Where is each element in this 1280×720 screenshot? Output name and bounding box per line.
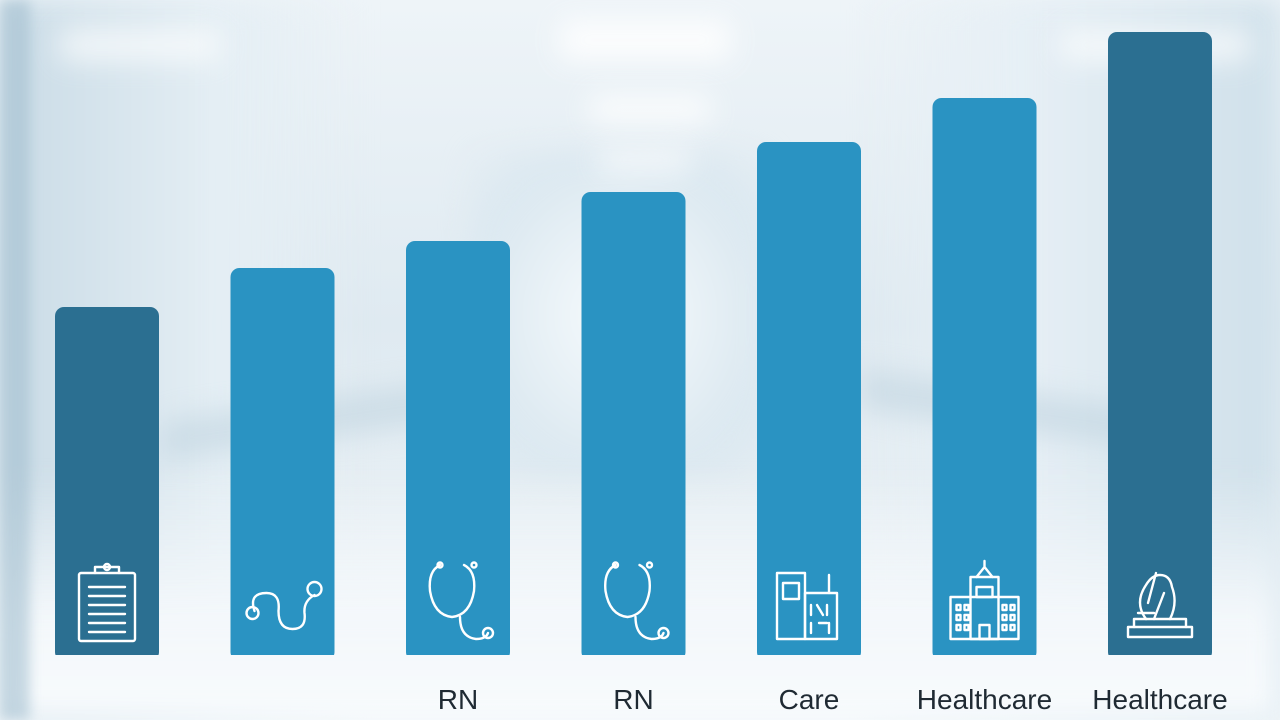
stethoscope-icon [245, 580, 323, 631]
category-label: Healthcare [1092, 684, 1227, 715]
bar [55, 307, 159, 655]
clinic-building-icon [775, 571, 839, 641]
bar [757, 142, 861, 655]
stethoscope-icon [604, 561, 670, 641]
bar [1108, 32, 1212, 655]
bars [55, 32, 1212, 655]
clipboard-icon [77, 562, 137, 643]
bar [230, 268, 335, 655]
monument-icon [1126, 571, 1194, 639]
stethoscope-icon [428, 561, 495, 641]
category-label: Healthcare [917, 684, 1052, 715]
category-label: RN [438, 684, 478, 715]
category-label: RN [613, 684, 653, 715]
bar [581, 192, 686, 655]
category-label: Care [779, 684, 840, 715]
category-labels: RN RN Care Healthcare Healthcare [438, 684, 1228, 715]
hospital-building-icon [949, 559, 1020, 641]
bar [932, 98, 1037, 655]
bar-icons [77, 559, 1194, 643]
bar [406, 241, 510, 655]
